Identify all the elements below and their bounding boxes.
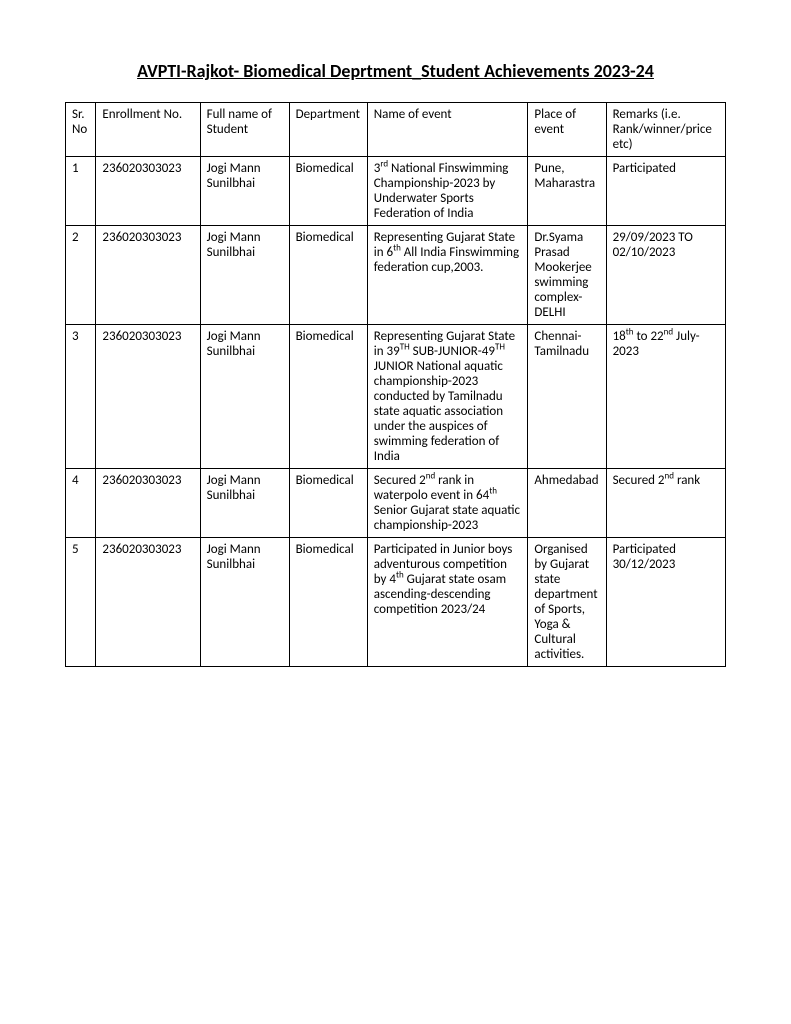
achievements-table: Sr. No Enrollment No. Full name of Stude… (65, 102, 726, 667)
col-header-sr: Sr. No (66, 103, 96, 157)
col-header-remarks: Remarks (i.e. Rank/winner/price etc) (606, 103, 725, 157)
cell-event: 3rd National Finswimming Championship-20… (367, 157, 528, 226)
cell-enrollment: 236020303023 (96, 226, 200, 325)
table-row: 5236020303023Jogi Mann SunilbhaiBiomedic… (66, 538, 726, 667)
cell-department: Biomedical (289, 226, 367, 325)
cell-remarks: 18th to 22nd July-2023 (606, 325, 725, 469)
cell-enrollment: 236020303023 (96, 325, 200, 469)
col-header-department: Department (289, 103, 367, 157)
cell-remarks: Participated (606, 157, 725, 226)
cell-event: Secured 2nd rank in waterpolo event in 6… (367, 469, 528, 538)
cell-sr: 5 (66, 538, 96, 667)
cell-enrollment: 236020303023 (96, 469, 200, 538)
page-title: AVPTI-Rajkot- Biomedical Deprtment_Stude… (65, 60, 726, 82)
col-header-event: Name of event (367, 103, 528, 157)
cell-event: Representing Gujarat State in 39TH SUB-J… (367, 325, 528, 469)
cell-name: Jogi Mann Sunilbhai (200, 469, 289, 538)
cell-department: Biomedical (289, 538, 367, 667)
cell-sr: 3 (66, 325, 96, 469)
cell-sr: 1 (66, 157, 96, 226)
col-header-place: Place of event (528, 103, 606, 157)
cell-place: Ahmedabad (528, 469, 606, 538)
cell-sr: 4 (66, 469, 96, 538)
table-row: 2236020303023Jogi Mann SunilbhaiBiomedic… (66, 226, 726, 325)
cell-name: Jogi Mann Sunilbhai (200, 538, 289, 667)
col-header-name: Full name of Student (200, 103, 289, 157)
cell-remarks: Secured 2nd rank (606, 469, 725, 538)
cell-place: Pune, Maharastra (528, 157, 606, 226)
cell-name: Jogi Mann Sunilbhai (200, 226, 289, 325)
cell-department: Biomedical (289, 469, 367, 538)
cell-sr: 2 (66, 226, 96, 325)
cell-event: Participated in Junior boys adventurous … (367, 538, 528, 667)
table-row: 1236020303023Jogi Mann SunilbhaiBiomedic… (66, 157, 726, 226)
cell-place: Chennai-Tamilnadu (528, 325, 606, 469)
cell-enrollment: 236020303023 (96, 157, 200, 226)
cell-remarks: 29/09/2023 TO 02/10/2023 (606, 226, 725, 325)
cell-place: Organised by Gujarat state department of… (528, 538, 606, 667)
cell-enrollment: 236020303023 (96, 538, 200, 667)
cell-department: Biomedical (289, 157, 367, 226)
cell-remarks: Participated 30/12/2023 (606, 538, 725, 667)
cell-department: Biomedical (289, 325, 367, 469)
cell-name: Jogi Mann Sunilbhai (200, 157, 289, 226)
table-row: 4236020303023Jogi Mann SunilbhaiBiomedic… (66, 469, 726, 538)
table-header-row: Sr. No Enrollment No. Full name of Stude… (66, 103, 726, 157)
cell-place: Dr.Syama Prasad Mookerjee swimming compl… (528, 226, 606, 325)
cell-event: Representing Gujarat State in 6th All In… (367, 226, 528, 325)
table-row: 3236020303023Jogi Mann SunilbhaiBiomedic… (66, 325, 726, 469)
col-header-enrollment: Enrollment No. (96, 103, 200, 157)
cell-name: Jogi Mann Sunilbhai (200, 325, 289, 469)
